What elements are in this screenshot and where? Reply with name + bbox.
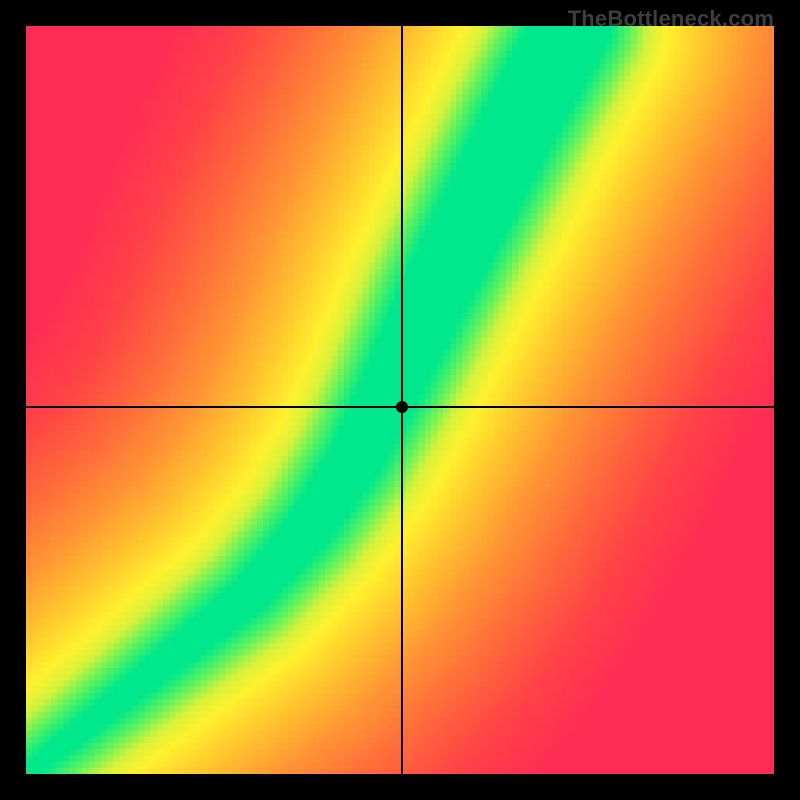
watermark-text: TheBottleneck.com: [568, 6, 774, 32]
crosshair-point: [396, 401, 408, 413]
bottleneck-heatmap: [26, 26, 774, 774]
crosshair-vertical: [401, 26, 403, 774]
chart-frame: TheBottleneck.com: [0, 0, 800, 800]
